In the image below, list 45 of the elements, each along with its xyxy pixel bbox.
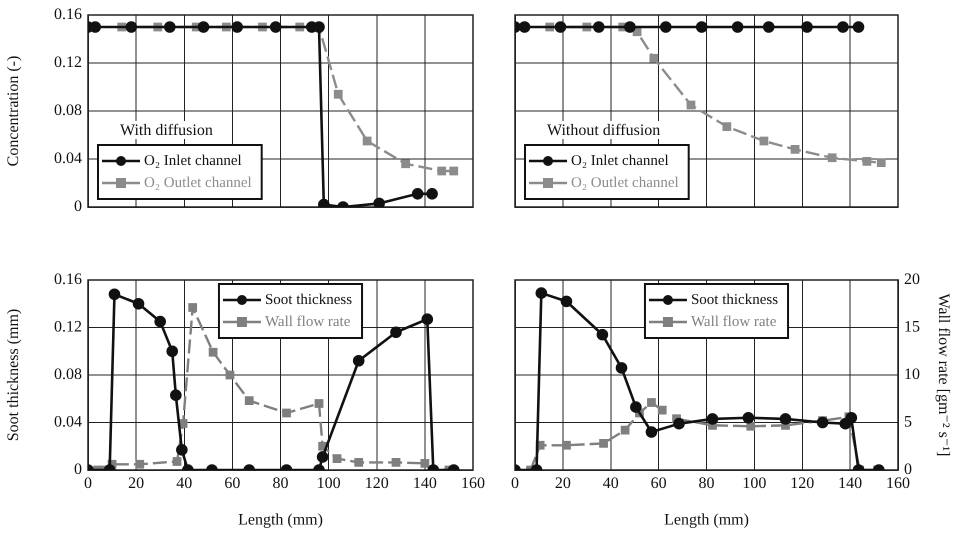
y-axis-title: Soot thickness (mm) (4, 308, 22, 442)
x-tick-label: 0 (511, 474, 519, 492)
x-tick-label: 140 (412, 474, 437, 492)
annotation: Without diffusion (547, 122, 660, 140)
legend-label: Soot thickness (690, 292, 778, 308)
y-axis-title: Concentration (-) (4, 56, 22, 166)
y2-tick-label: 20 (904, 271, 920, 288)
x-tick-label: 100 (316, 474, 341, 492)
y-tick-label: 0 (74, 198, 82, 216)
y-tick-label: 0.12 (54, 318, 82, 336)
legend-label: Wall flow rate (690, 314, 777, 330)
y-tick-label: 0.16 (54, 271, 82, 288)
x-tick-label: 60 (224, 474, 240, 492)
x-tick-label: 60 (650, 474, 667, 492)
x-tick-label: 20 (554, 474, 571, 492)
x-tick-label: 80 (698, 474, 714, 492)
x-tick-label: 20 (128, 474, 144, 492)
y2-axis-title: Wall flow rate [gm⁻² s⁻¹] (935, 294, 952, 456)
x-tick-label: 40 (176, 474, 192, 492)
x-tick-label: 100 (742, 474, 766, 492)
x-tick-label: 120 (790, 474, 814, 492)
legend-label: O₂ Outlet channel (144, 174, 252, 191)
legend-label: O₂ Inlet channel (571, 152, 669, 169)
x-tick-label: 160 (461, 474, 485, 492)
y-tick-label: 0 (74, 461, 82, 478)
y-tick-label: 0.12 (54, 54, 82, 72)
legend-label: Soot thickness (264, 292, 352, 308)
y-tick-label: 0.08 (54, 102, 82, 120)
legend-label: O₂ Outlet channel (571, 174, 679, 191)
x-tick-label: 40 (602, 474, 619, 492)
x-tick-label: 80 (272, 474, 288, 492)
y-tick-label: 0.04 (54, 414, 82, 431)
x-axis-title: Length (mm) (238, 512, 323, 529)
x-tick-label: 120 (364, 474, 389, 492)
y-tick-label: 0.04 (54, 150, 82, 168)
annotation: With diffusion (120, 122, 213, 140)
y2-tick-label: 5 (904, 414, 912, 431)
y-tick-label: 0.16 (54, 6, 82, 24)
legend-label: Wall flow rate (264, 314, 351, 330)
x-tick-label: 140 (838, 474, 862, 492)
legend-label: O₂ Inlet channel (144, 152, 242, 169)
x-axis-title: Length (mm) (664, 512, 749, 529)
y-tick-label: 0.08 (54, 366, 82, 384)
y2-tick-label: 10 (904, 366, 920, 384)
y2-tick-label: 15 (904, 318, 920, 336)
